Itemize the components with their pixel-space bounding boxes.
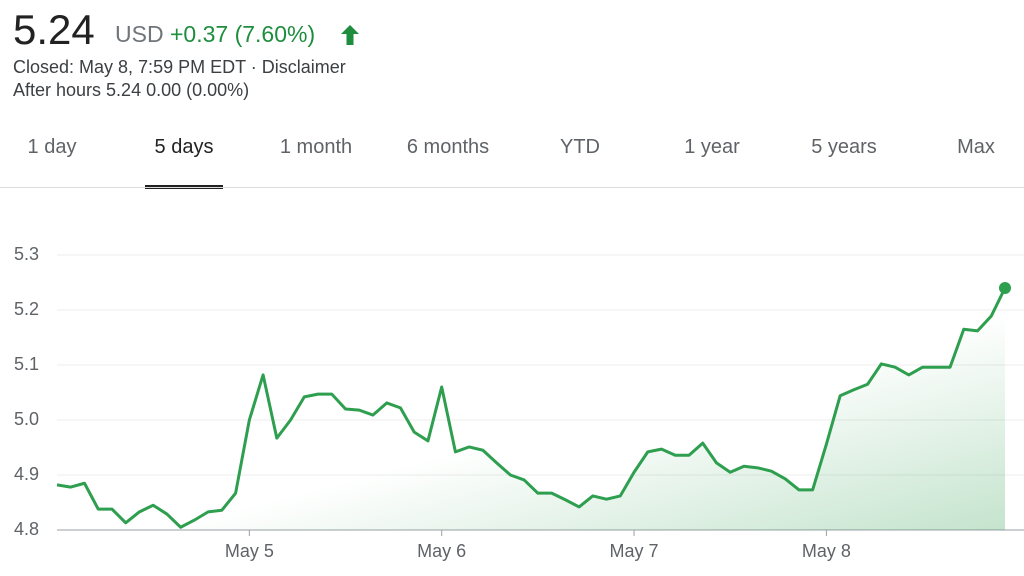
tab[interactable]: 6 months xyxy=(406,136,490,158)
tab[interactable]: 1 day xyxy=(27,136,77,158)
closed-info: Closed: May 8, 7:59 PM EDT · Disclaimer xyxy=(13,57,346,77)
area-fill xyxy=(57,288,1005,530)
tab[interactable]: 1 month xyxy=(279,136,353,158)
tab[interactable]: YTD xyxy=(560,136,600,158)
tab[interactable]: 5 years xyxy=(811,136,877,158)
change: +0.37 (7.60%) xyxy=(170,21,316,47)
after-hours: After hours 5.24 0.00 (0.00%) xyxy=(13,80,250,100)
up-arrow xyxy=(341,25,359,45)
y-tick-label: 4.8 xyxy=(14,519,39,539)
y-tick-label: 4.9 xyxy=(14,464,39,484)
divider xyxy=(0,187,1024,188)
x-tick-label: May 5 xyxy=(225,541,274,561)
currency: USD xyxy=(115,21,164,47)
tab[interactable]: 5 days xyxy=(154,136,214,158)
tab[interactable]: 1 year xyxy=(684,136,740,158)
tab[interactable]: Max xyxy=(957,136,995,158)
price-line xyxy=(56,287,1007,529)
x-tick-label: May 7 xyxy=(610,541,659,561)
price: 5.24 xyxy=(13,6,95,53)
x-tick-label: May 6 xyxy=(417,541,466,561)
y-tick-label: 5.1 xyxy=(14,354,39,374)
x-tick-label: May 8 xyxy=(802,541,851,561)
last-point xyxy=(999,282,1011,294)
y-tick-label: 5.3 xyxy=(14,244,39,264)
y-tick-label: 5.2 xyxy=(14,299,39,319)
y-tick-label: 5.0 xyxy=(14,409,39,429)
